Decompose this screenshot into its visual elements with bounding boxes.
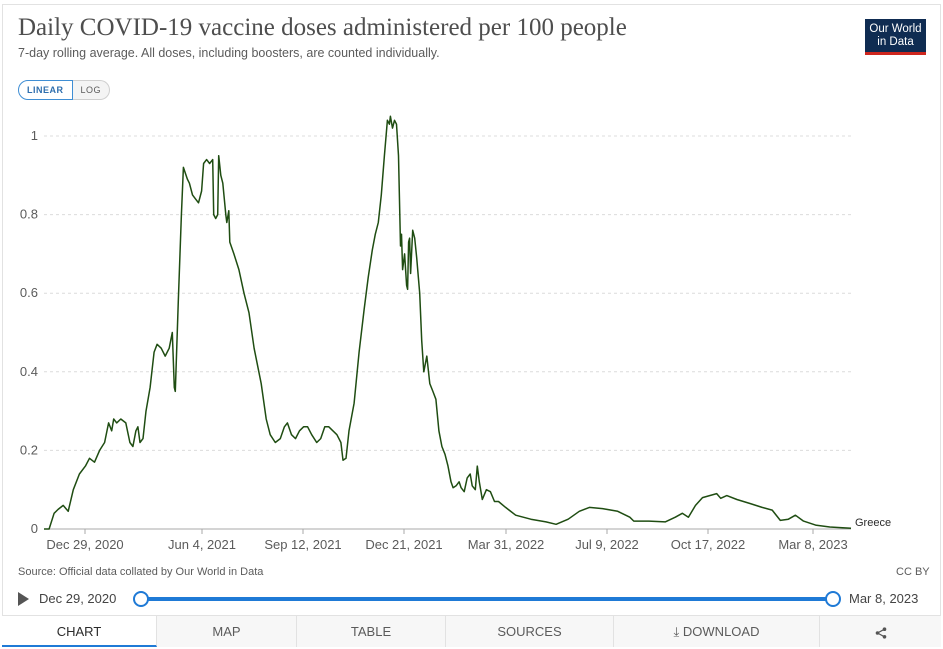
tab-bar: CHART MAP TABLE SOURCES ⤓ DOWNLOAD — [2, 615, 941, 647]
series-label-greece[interactable]: Greece — [855, 517, 891, 529]
timeline-start-handle[interactable] — [133, 591, 149, 607]
y-tick-label: 0.2 — [20, 442, 38, 457]
x-tick-label: Jul 9, 2022 — [575, 537, 639, 552]
play-icon[interactable] — [18, 592, 29, 606]
timeline: Dec 29, 2020 Mar 8, 2023 — [18, 589, 930, 609]
y-tick-label: 0.8 — [20, 207, 38, 222]
logo-line-2: in Data — [877, 35, 914, 48]
tab-chart[interactable]: CHART — [2, 616, 157, 647]
timeline-start-label: Dec 29, 2020 — [39, 591, 117, 606]
y-tick-label: 0 — [31, 521, 38, 536]
x-tick-label: Oct 17, 2022 — [671, 537, 745, 552]
tab-download[interactable]: ⤓ DOWNLOAD — [614, 616, 820, 647]
owid-logo[interactable]: Our World in Data — [865, 19, 926, 55]
share-button[interactable] — [820, 616, 941, 647]
share-icon — [875, 626, 886, 639]
y-tick-label: 1 — [31, 128, 38, 143]
tab-sources[interactable]: SOURCES — [446, 616, 614, 647]
x-tick-label: Jun 4, 2021 — [168, 537, 236, 552]
timeline-end-handle[interactable] — [825, 591, 841, 607]
tab-table[interactable]: TABLE — [297, 616, 446, 647]
y-tick-label: 0.6 — [20, 285, 38, 300]
x-tick-label: Dec 29, 2020 — [46, 537, 123, 552]
x-tick-label: Mar 8, 2023 — [778, 537, 847, 552]
linear-scale-button[interactable]: LINEAR — [18, 80, 73, 100]
series-line-greece[interactable] — [44, 115, 852, 530]
log-scale-button[interactable]: LOG — [72, 80, 111, 100]
logo-accent-bar — [865, 52, 926, 55]
logo-line-1: Our World — [869, 23, 922, 35]
x-tick-label: Mar 31, 2022 — [468, 537, 545, 552]
y-tick-label: 0.4 — [20, 364, 38, 379]
timeline-track[interactable] — [139, 597, 833, 601]
line-chart: 0 0.2 0.4 0.6 0.8 1 Dec 29, 2020 Jun 4, 2021 Se… — [20, 115, 891, 552]
source-note[interactable]: Source: Official data collated by Our Wo… — [18, 566, 264, 578]
tab-map[interactable]: MAP — [157, 616, 297, 647]
chart-title: Daily COVID-19 vaccine doses administere… — [18, 14, 627, 41]
tab-download-label: DOWNLOAD — [682, 624, 760, 639]
timeline-end-label: Mar 8, 2023 — [849, 591, 919, 606]
license-link[interactable]: CC BY — [896, 566, 930, 578]
grid-lines — [44, 135, 851, 451]
x-tick-label: Sep 12, 2021 — [264, 537, 341, 552]
x-tick-label: Dec 21, 2021 — [365, 537, 442, 552]
x-axis-ticks: Dec 29, 2020 Jun 4, 2021 Sep 12, 2021 Dec 2… — [46, 529, 848, 552]
chart-subtitle: 7-day rolling average. All doses, includ… — [18, 46, 440, 60]
download-icon: ⤓ — [673, 624, 680, 639]
scale-toggle: LINEAR LOG — [18, 80, 111, 100]
y-axis-ticks: 0 0.2 0.4 0.6 0.8 1 — [20, 128, 38, 536]
